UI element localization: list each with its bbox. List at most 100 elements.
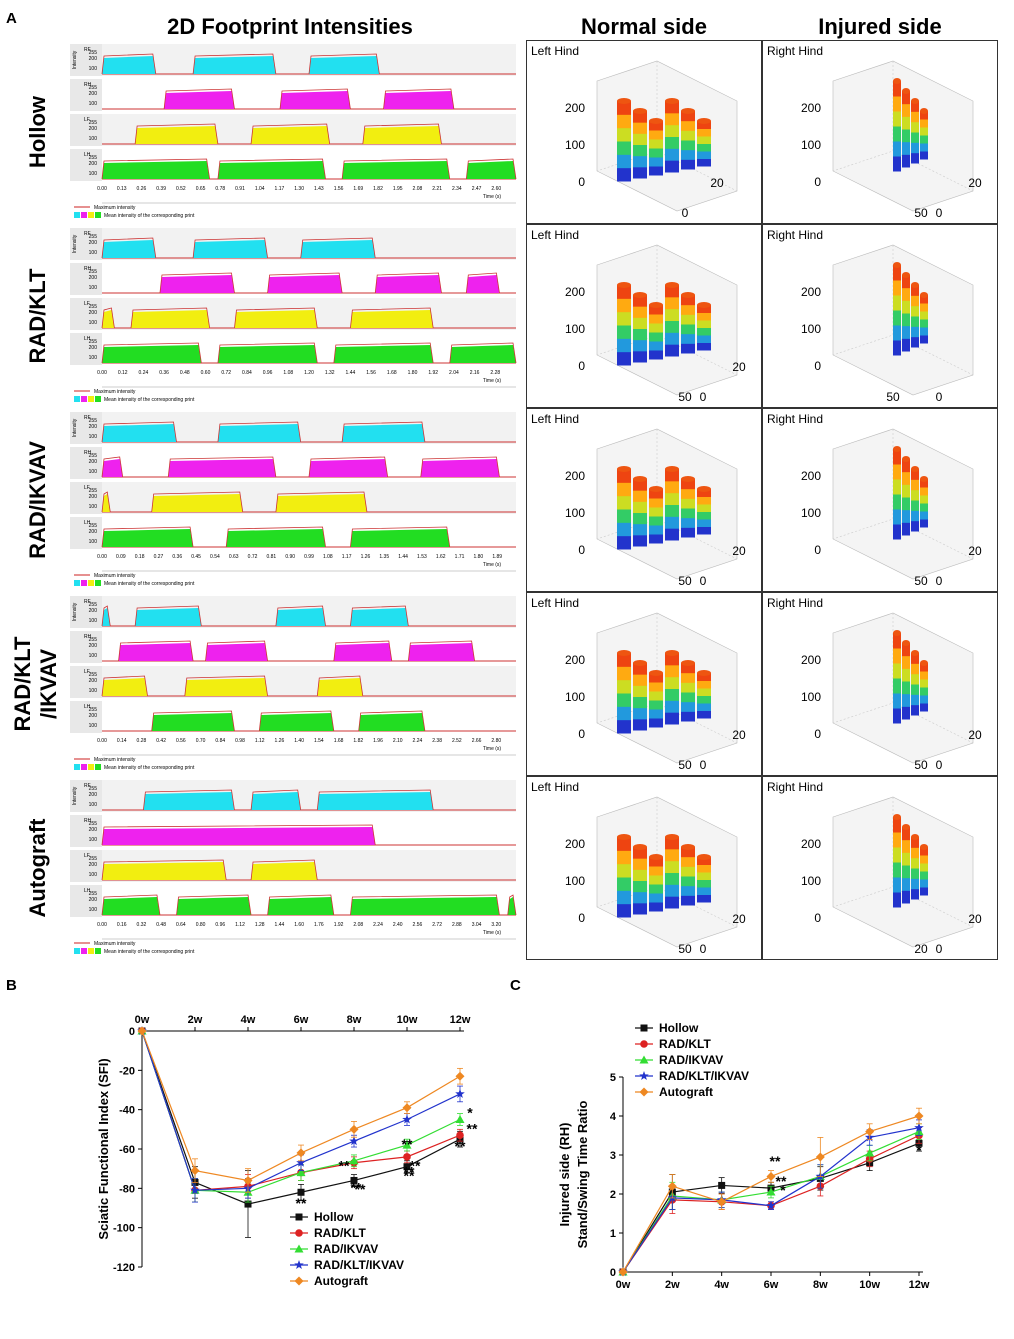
track-label: RH bbox=[84, 450, 92, 456]
significance-marker: ** bbox=[355, 1181, 366, 1197]
surface-band bbox=[893, 708, 901, 724]
track-tick: 200 bbox=[89, 240, 98, 246]
surface-band bbox=[911, 132, 919, 143]
footprint-bar bbox=[267, 897, 334, 915]
time-tick: 0.00 bbox=[97, 186, 107, 192]
footprint-bar bbox=[309, 56, 380, 74]
track-label: LF bbox=[84, 485, 90, 491]
surface-band bbox=[665, 492, 679, 505]
y-tick-label: -60 bbox=[119, 1144, 135, 1156]
time-tick: 1.71 bbox=[455, 554, 465, 560]
surface-band bbox=[665, 469, 679, 482]
surface-band bbox=[649, 332, 663, 342]
time-tick: 0.90 bbox=[285, 554, 295, 560]
surface-band bbox=[617, 495, 631, 510]
track-label-bg bbox=[70, 263, 102, 295]
significance-marker: ** bbox=[410, 1158, 421, 1174]
time-tick: 1.12 bbox=[235, 922, 245, 928]
x-tick-label: 4w bbox=[714, 1279, 729, 1291]
track-tick: 100 bbox=[89, 723, 98, 729]
surface-band bbox=[649, 682, 663, 692]
surface-band bbox=[920, 671, 928, 680]
surface-top bbox=[665, 650, 679, 656]
surface-band bbox=[633, 350, 647, 363]
legend-label: RAD/KLT bbox=[314, 1226, 366, 1240]
surface-band bbox=[697, 489, 711, 497]
surface-band bbox=[920, 687, 928, 696]
track-tick: 255 bbox=[89, 602, 98, 608]
time-tick: 1.54 bbox=[314, 738, 324, 744]
time-tick: 1.69 bbox=[353, 186, 363, 192]
surface-band bbox=[902, 706, 910, 720]
max-intensity-line bbox=[205, 640, 268, 662]
marker-triangle bbox=[455, 1115, 465, 1123]
surface-band bbox=[920, 303, 928, 312]
hind-label: Left Hind bbox=[531, 44, 580, 58]
max-intensity-line bbox=[275, 605, 326, 627]
surface-band bbox=[697, 519, 711, 527]
track-tick: 100 bbox=[89, 285, 98, 291]
surface-band bbox=[911, 857, 919, 869]
surface-top bbox=[697, 302, 711, 308]
footprint-bar bbox=[234, 310, 318, 328]
footprint-bar bbox=[151, 494, 243, 512]
legend-swatch bbox=[74, 212, 80, 218]
legend-mean-text: Mean intensity of the corresponding prin… bbox=[104, 949, 195, 955]
surface-top bbox=[681, 660, 695, 666]
time-tick: 2.47 bbox=[472, 186, 482, 192]
side-tick: 0 bbox=[700, 390, 707, 404]
track-label: RF bbox=[84, 47, 91, 53]
surface-top bbox=[665, 98, 679, 104]
surface-band bbox=[649, 314, 663, 324]
time-tick: 2.04 bbox=[449, 370, 459, 376]
legend-swatch bbox=[81, 948, 87, 954]
z-tick: 0 bbox=[578, 175, 585, 189]
time-tick: 1.53 bbox=[417, 554, 427, 560]
legend-label: Hollow bbox=[314, 1210, 354, 1224]
hind-label: Right Hind bbox=[767, 596, 824, 610]
time-tick: 0.27 bbox=[154, 554, 164, 560]
time-tick: 1.32 bbox=[325, 370, 335, 376]
time-tick: 3.04 bbox=[472, 922, 482, 928]
footprint-bar bbox=[184, 678, 268, 696]
legend-max-text: Maximum intensity bbox=[94, 573, 136, 579]
surface-band bbox=[633, 534, 647, 547]
surface-band bbox=[649, 709, 663, 719]
surface-band bbox=[911, 295, 919, 307]
max-intensity-line bbox=[101, 421, 177, 443]
max-intensity-line bbox=[217, 421, 302, 443]
surface-band bbox=[697, 673, 711, 681]
time-tick: 1.43 bbox=[314, 186, 324, 192]
y-axis-label: Sciatic Functional Index (SFI) bbox=[96, 1058, 111, 1239]
time-tick: 2.16 bbox=[470, 370, 480, 376]
z-tick: 200 bbox=[801, 101, 821, 115]
time-tick: 1.20 bbox=[304, 370, 314, 376]
time-tick: 2.34 bbox=[452, 186, 462, 192]
footprint-plot: RF255200100RH255200100LF255200100LH25520… bbox=[70, 228, 517, 403]
footprint-plot: RF255200100RH255200100LF255200100LH25520… bbox=[70, 44, 517, 219]
time-tick: 0.84 bbox=[242, 370, 252, 376]
surface-band bbox=[681, 120, 695, 131]
time-tick: 1.44 bbox=[275, 922, 285, 928]
surface-band bbox=[665, 296, 679, 310]
time-tick: 1.08 bbox=[323, 554, 333, 560]
max-intensity-line bbox=[465, 158, 517, 180]
time-tick: 2.80 bbox=[491, 738, 501, 744]
surface-band bbox=[633, 122, 647, 134]
x-tick-label: 0w bbox=[616, 1279, 631, 1291]
time-tick: 3.20 bbox=[491, 922, 501, 928]
surface-band bbox=[911, 653, 919, 664]
surface-band bbox=[893, 111, 901, 127]
surface-top bbox=[697, 670, 711, 676]
footprint-bar bbox=[358, 713, 425, 731]
surface-3d: 0 100 200 50 0 20 bbox=[801, 60, 982, 220]
surface-band bbox=[893, 340, 901, 356]
surface-band bbox=[617, 101, 631, 115]
track-tick: 255 bbox=[89, 856, 98, 862]
track-label-bg bbox=[70, 701, 102, 733]
surface-band bbox=[911, 336, 919, 348]
surface-band bbox=[665, 136, 679, 149]
side-tick: 50 bbox=[886, 390, 900, 404]
marker-square bbox=[295, 1213, 303, 1221]
track-label: LF bbox=[84, 853, 90, 859]
